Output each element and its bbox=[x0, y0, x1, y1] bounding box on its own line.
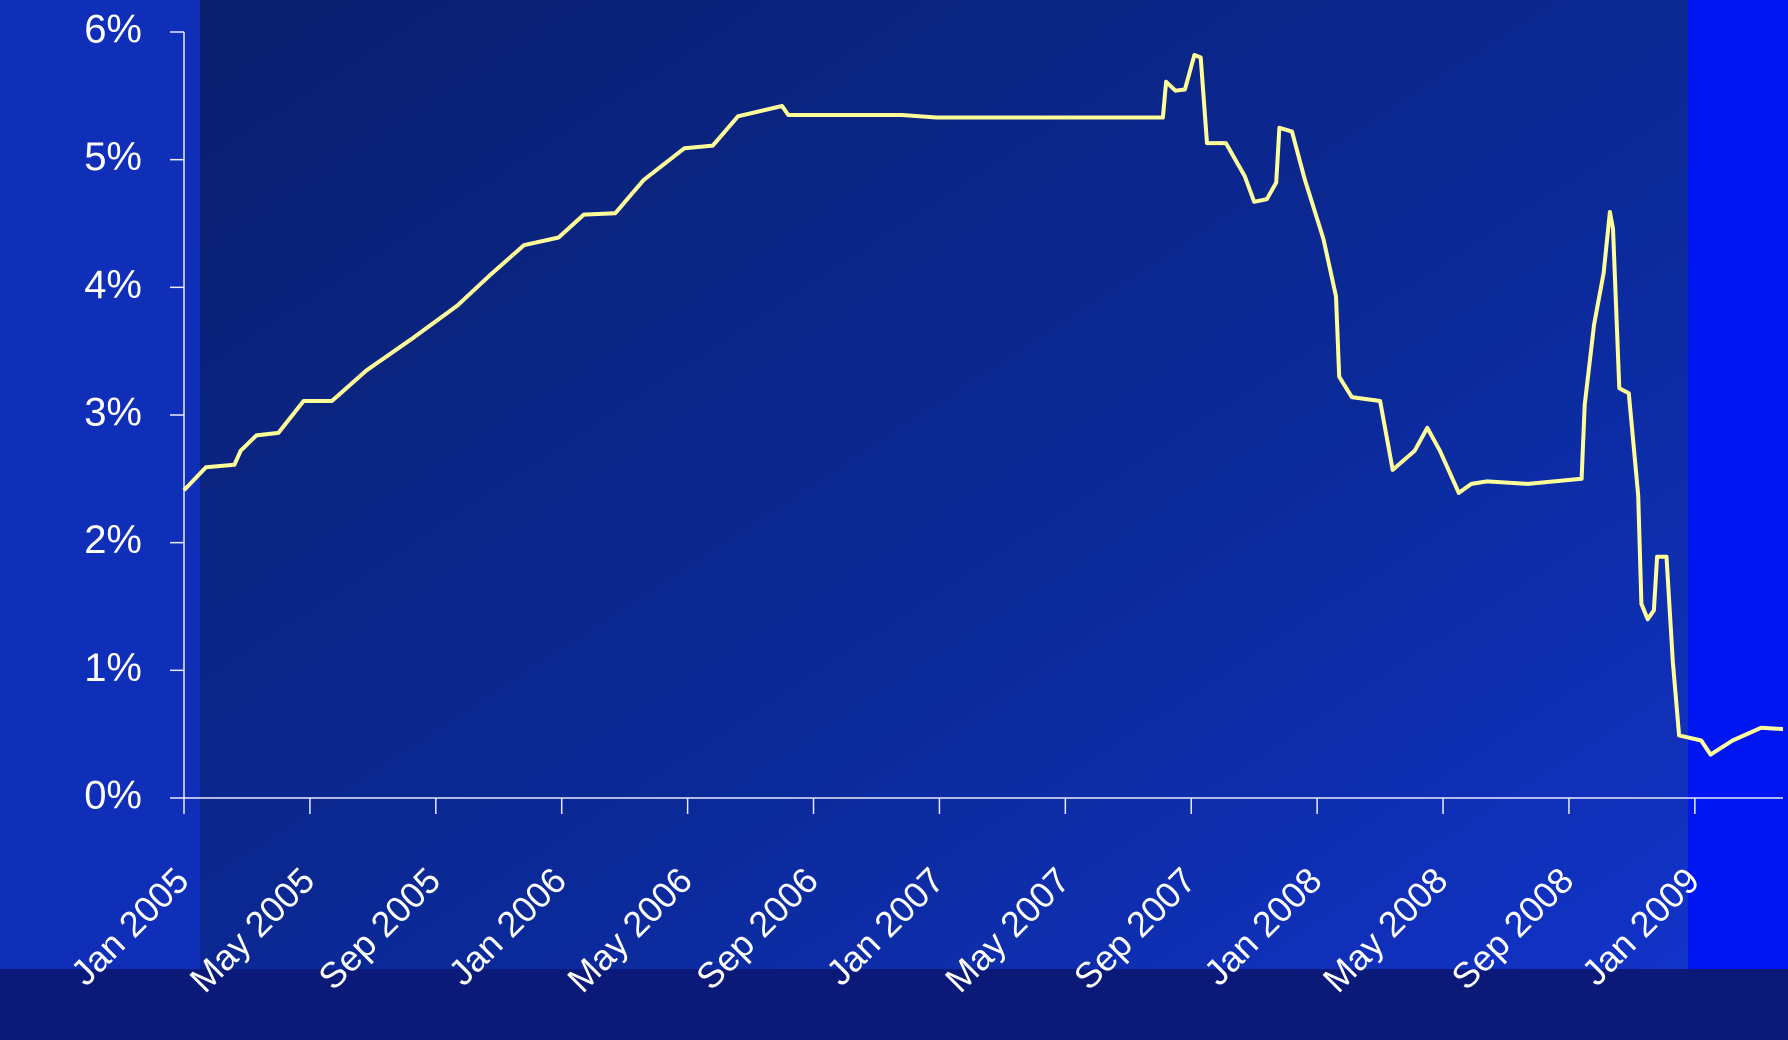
y-tick-label: 5% bbox=[84, 135, 142, 179]
bottom-band bbox=[0, 969, 1788, 1040]
y-tick-label: 3% bbox=[84, 391, 142, 435]
side-band bbox=[1688, 0, 1788, 969]
y-tick-label: 1% bbox=[84, 646, 142, 690]
plot-background bbox=[200, 0, 1688, 969]
y-tick-label: 6% bbox=[84, 8, 142, 52]
y-tick-label: 4% bbox=[84, 263, 142, 307]
y-tick-label: 0% bbox=[84, 774, 142, 818]
data-line bbox=[182, 53, 1784, 757]
y-tick-label: 2% bbox=[84, 518, 142, 562]
